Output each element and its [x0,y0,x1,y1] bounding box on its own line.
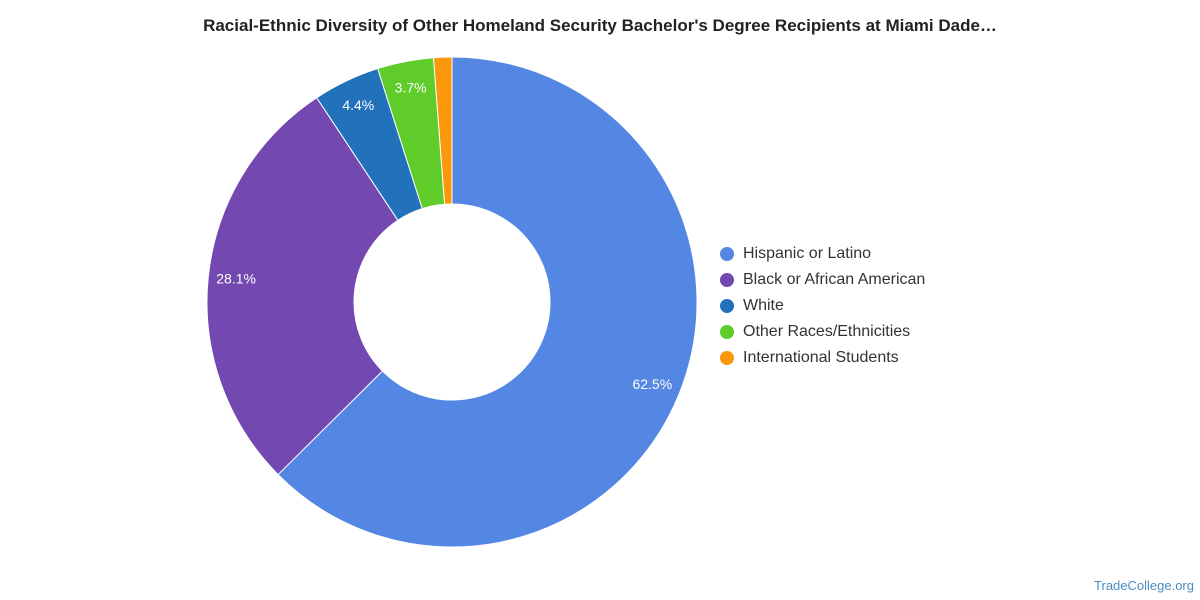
data-label-black-or-african-american: 28.1% [216,271,256,287]
data-label-other-races-ethnicities: 3.7% [395,80,427,96]
data-label-hispanic-or-latino: 62.5% [632,376,672,392]
legend-item-international-students[interactable]: International Students [720,345,925,371]
legend-swatch [720,273,734,287]
source-credit[interactable]: TradeCollege.org [1094,578,1194,593]
legend-item-black-or-african-american[interactable]: Black or African American [720,267,925,293]
legend-label: Black or African American [743,271,926,288]
legend-swatch [720,299,734,313]
legend-item-other-races-ethnicities[interactable]: Other Races/Ethnicities [720,319,925,345]
donut-data-labels: 62.5% 28.1% 4.4% 3.7% [216,80,672,392]
chart-title: Racial-Ethnic Diversity of Other Homelan… [203,16,997,35]
donut-slices [206,56,698,548]
legend-label: White [743,297,784,314]
chart-legend: Hispanic or Latino Black or African Ameri… [720,241,925,371]
legend-swatch [720,351,734,365]
legend-item-white[interactable]: White [720,293,925,319]
donut-slice-hispanic-or-latino[interactable] [277,56,698,548]
donut-slice-black-or-african-american[interactable] [206,97,399,476]
legend-swatch [720,247,734,261]
legend-item-hispanic-or-latino[interactable]: Hispanic or Latino [720,241,925,267]
data-label-white: 4.4% [342,97,374,113]
legend-label: Other Races/Ethnicities [743,323,911,340]
legend-label: International Students [743,349,899,366]
legend-label: Hispanic or Latino [743,245,872,262]
legend-swatch [720,325,734,339]
donut-slice-international-students[interactable] [432,56,453,205]
